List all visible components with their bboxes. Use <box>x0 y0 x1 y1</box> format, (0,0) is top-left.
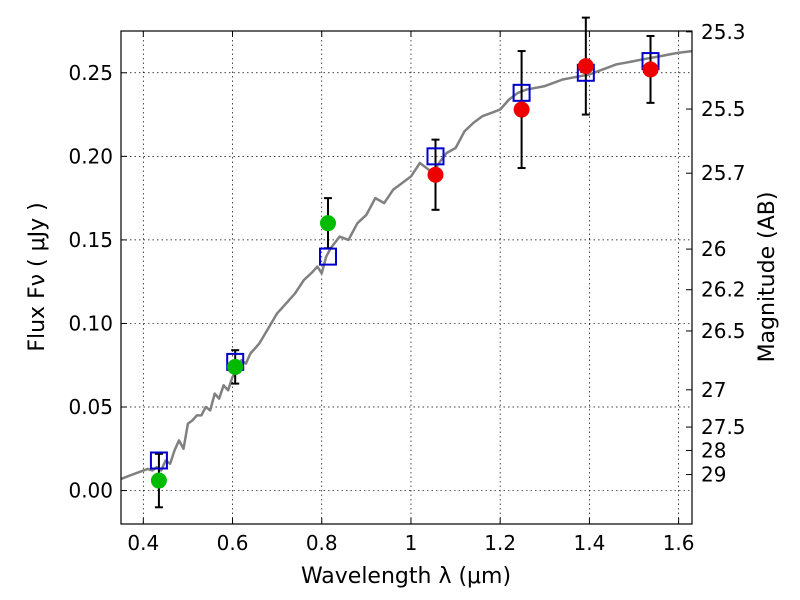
observed-point <box>642 61 659 78</box>
y2-tick-label: 25.3 <box>701 20 746 44</box>
observed-point <box>227 358 244 375</box>
x-axis-title: Wavelength λ (μm) <box>301 564 511 589</box>
x-tick-label: 0.6 <box>217 531 249 555</box>
observed-point <box>319 215 336 232</box>
y2-tick-label: 28 <box>701 438 726 462</box>
spectrum-line <box>120 49 693 481</box>
x-tick-label: 1.6 <box>663 531 695 555</box>
tick-layer <box>121 31 692 524</box>
observed-point <box>577 58 594 75</box>
spectrum-layer <box>120 49 693 481</box>
y2-axis-title: Magnitude (AB) <box>755 192 780 363</box>
y-tick-label: 0.15 <box>68 228 113 252</box>
model-square-point <box>426 147 445 166</box>
plot-frame <box>120 30 693 525</box>
observed-point <box>427 166 444 183</box>
y2-tick-label: 25.7 <box>701 161 746 185</box>
observed-point <box>513 101 530 118</box>
label-layer: 0.4 0.6 0.8 1 1.2 1.4 1.6 0.00 0.05 0.10 0.15 0.20 0… <box>68 20 745 555</box>
y-tick-label: 0.05 <box>68 395 113 419</box>
y2-tick-label: 27.5 <box>701 415 746 439</box>
marker-layer <box>149 52 660 489</box>
x-tick-label: 0.4 <box>127 531 159 555</box>
y2-tick-label: 26.5 <box>701 319 746 343</box>
x-tick-label: 1.4 <box>573 531 605 555</box>
y-tick-label: 0.10 <box>68 311 113 335</box>
x-tick-label: 0.8 <box>306 531 338 555</box>
grid <box>121 31 692 524</box>
model-square-point <box>512 83 531 102</box>
y2-tick-label: 25.5 <box>701 97 746 121</box>
x-tick-label: 1 <box>405 531 418 555</box>
y2-tick-label: 27 <box>701 378 726 402</box>
observed-point <box>150 472 167 489</box>
model-square-point <box>149 451 168 470</box>
y-axis-title: Flux Fν ( μJy ) <box>25 202 50 351</box>
plot-background <box>121 31 692 524</box>
model-square-point <box>318 247 337 266</box>
y-tick-label: 0.25 <box>68 61 113 85</box>
y2-tick-label: 29 <box>701 463 726 487</box>
x-tick-label: 1.2 <box>484 531 516 555</box>
y-tick-label: 0.00 <box>68 479 113 503</box>
y2-tick-label: 26.2 <box>701 278 746 302</box>
y-tick-label: 0.20 <box>68 144 113 168</box>
y2-tick-label: 26 <box>701 237 726 261</box>
